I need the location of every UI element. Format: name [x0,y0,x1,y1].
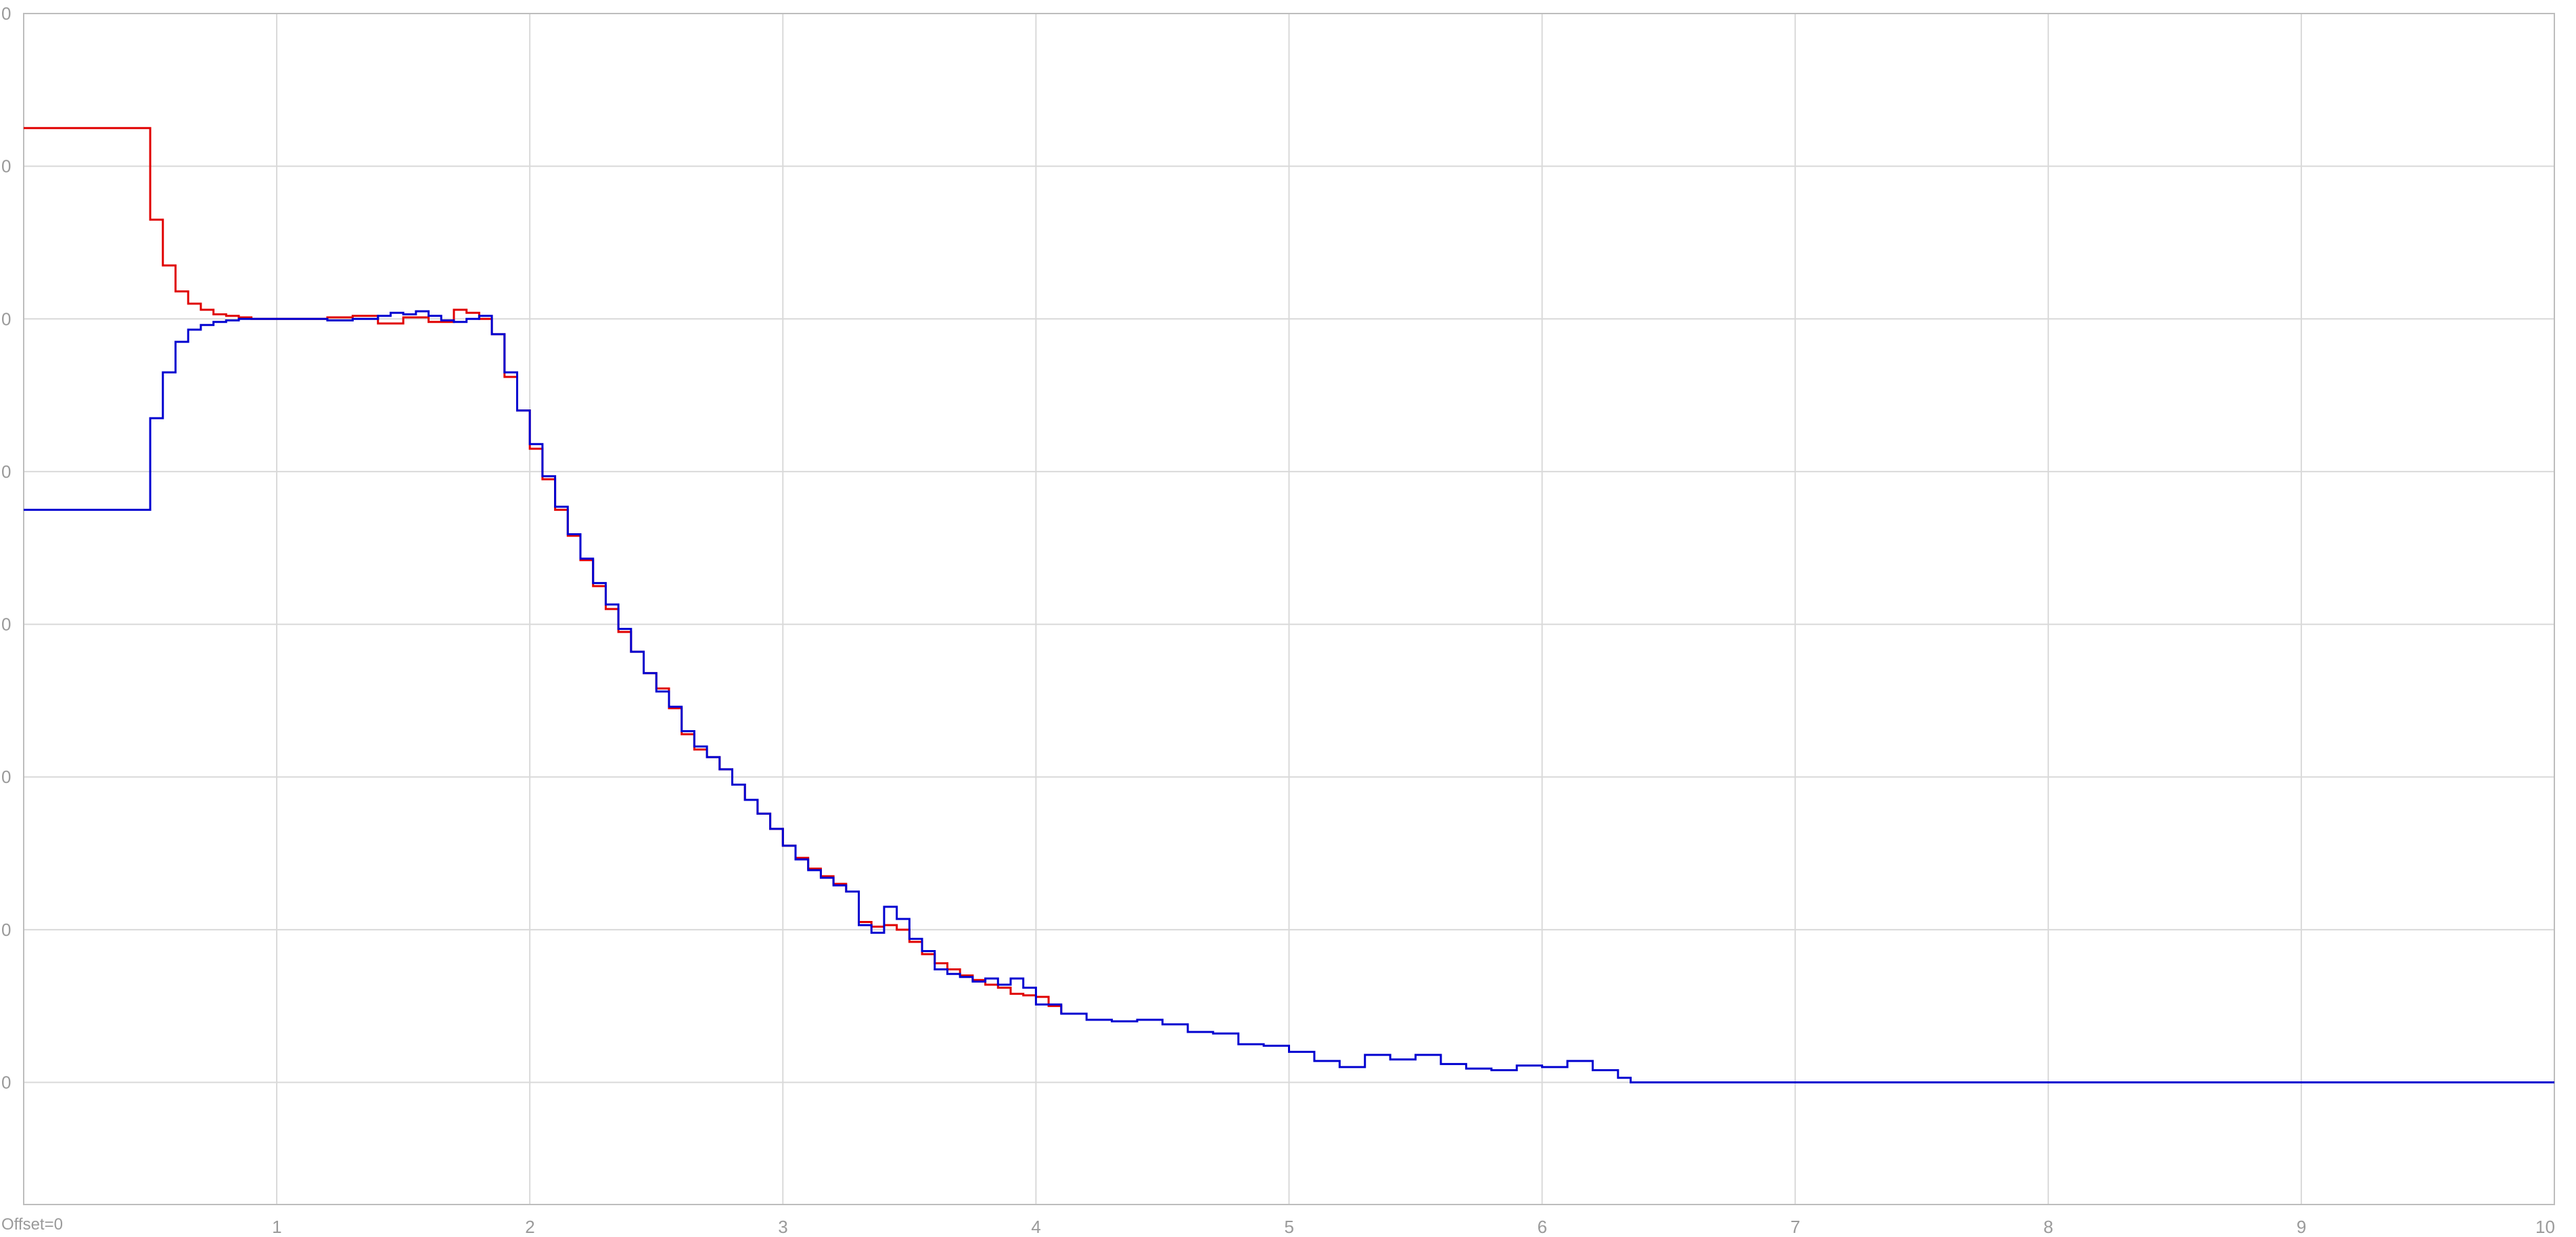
tick-labels: 1 2 3 4 5 6 7 8 9 10 0 0 0 0 0 0 0 0 [1,3,2555,1237]
x-tick-label: 7 [1791,1217,1800,1237]
y-tick-label: 0 [1,462,11,482]
series-group [24,127,2554,1083]
y-tick-label: 0 [1,3,11,24]
x-tick-label: 2 [525,1217,534,1237]
offset-label: Offset=0 [1,1215,63,1234]
y-tick-label: 0 [1,920,11,940]
x-tick-label: 10 [2535,1217,2555,1237]
axes-frame [23,13,2555,1205]
x-tick-label: 8 [2044,1217,2053,1237]
x-tick-label: 3 [778,1217,787,1237]
x-tick-label: 1 [272,1217,281,1237]
x-tick-label: 5 [1285,1217,1294,1237]
y-tick-label: 0 [1,309,11,329]
x-tick-label: 4 [1031,1217,1040,1237]
y-tick-label: 0 [1,156,11,177]
y-tick-label: 0 [1,1072,11,1092]
y-tick-label: 0 [1,614,11,635]
x-tick-label: 9 [2297,1217,2306,1237]
x-tick-label: 6 [1538,1217,1547,1237]
y-tick-label: 0 [1,767,11,787]
series-line-blue [24,310,2554,1083]
